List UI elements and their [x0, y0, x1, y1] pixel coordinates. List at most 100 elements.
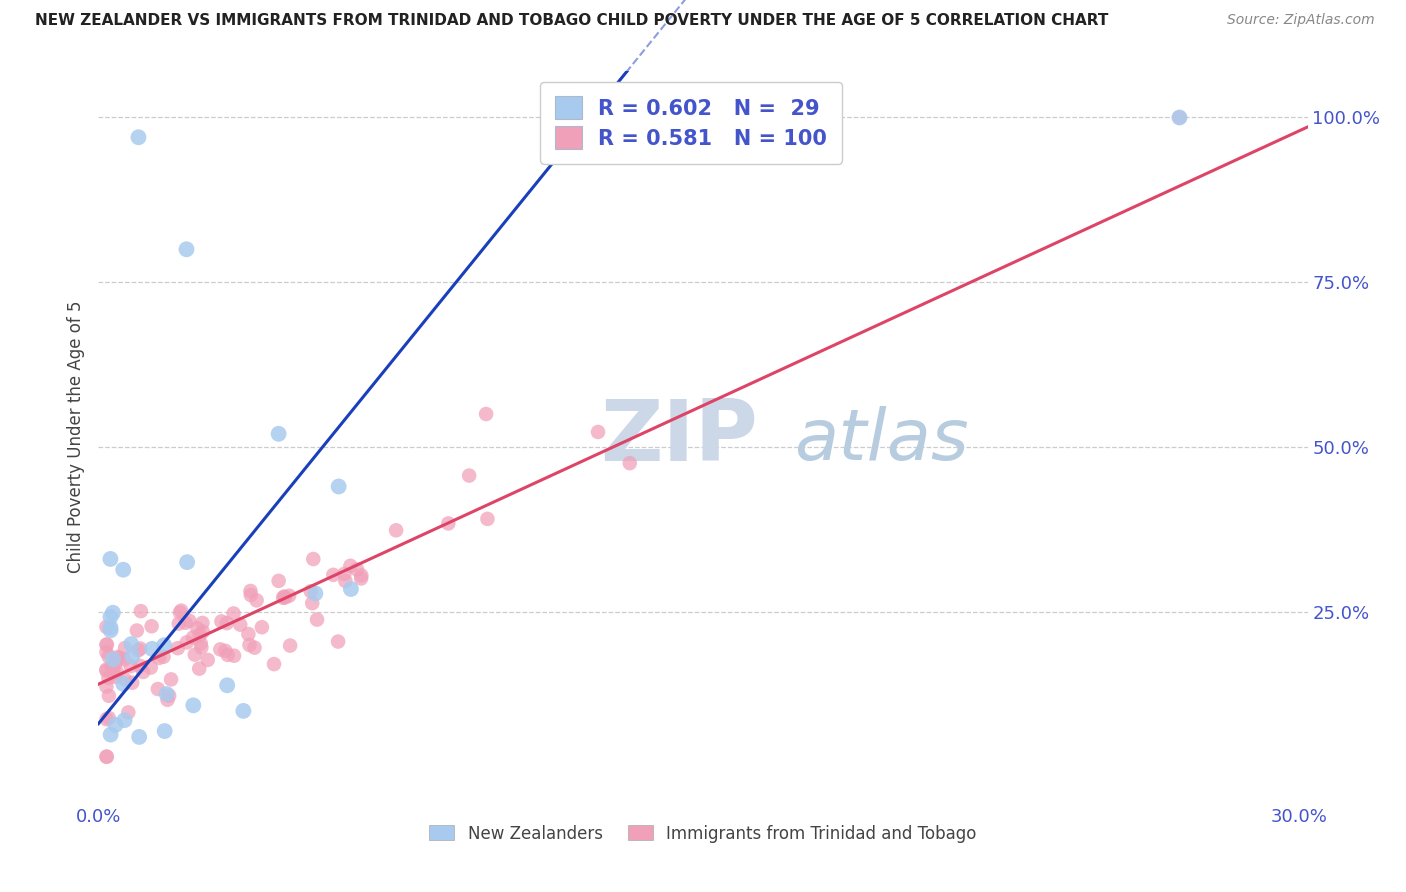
- Point: [104, 670, 127, 684]
- Point: [114, 673, 136, 687]
- Point: [191, 624, 214, 639]
- Point: [141, 619, 163, 633]
- Point: [167, 616, 190, 631]
- Text: NEW ZEALANDER VS IMMIGRANTS FROM TRINIDAD AND TOBAGO CHILD POVERTY UNDER THE AGE: NEW ZEALANDER VS IMMIGRANTS FROM TRINIDA…: [35, 13, 1108, 29]
- Point: [215, 616, 238, 631]
- Point: [100, 624, 122, 638]
- Point: [153, 724, 176, 739]
- Point: [97, 649, 120, 664]
- Point: [114, 640, 136, 655]
- Point: [214, 644, 236, 658]
- Point: [350, 572, 373, 586]
- Point: [146, 681, 169, 696]
- Point: [222, 607, 245, 621]
- Point: [103, 662, 125, 676]
- Point: [101, 659, 124, 673]
- Point: [132, 665, 155, 679]
- Point: [339, 558, 361, 573]
- Point: [152, 649, 174, 664]
- Point: [169, 606, 191, 620]
- Point: [96, 645, 118, 659]
- Point: [117, 706, 139, 720]
- Point: [100, 552, 122, 566]
- Point: [302, 552, 325, 566]
- Point: [160, 673, 183, 687]
- Point: [166, 641, 188, 656]
- Point: [100, 620, 122, 634]
- Point: [112, 563, 135, 577]
- Point: [148, 651, 170, 665]
- Point: [263, 657, 285, 672]
- Point: [191, 615, 214, 630]
- Point: [274, 591, 297, 605]
- Point: [350, 568, 373, 582]
- Point: [197, 653, 219, 667]
- Point: [153, 638, 176, 652]
- Point: [101, 652, 124, 666]
- Point: [179, 614, 201, 628]
- Point: [326, 634, 349, 648]
- Point: [108, 651, 131, 665]
- Point: [305, 613, 328, 627]
- Point: [96, 637, 118, 651]
- Point: [333, 566, 356, 581]
- Point: [184, 648, 207, 662]
- Point: [238, 627, 260, 641]
- Point: [190, 636, 212, 650]
- Point: [141, 641, 163, 656]
- Point: [586, 425, 609, 439]
- Point: [188, 628, 211, 642]
- Point: [104, 656, 127, 670]
- Point: [299, 584, 322, 599]
- Point: [304, 586, 326, 600]
- Point: [170, 604, 193, 618]
- Point: [100, 728, 122, 742]
- Point: [157, 689, 180, 703]
- Point: [107, 649, 129, 664]
- Point: [97, 671, 120, 685]
- Point: [475, 407, 498, 421]
- Point: [229, 617, 252, 632]
- Point: [188, 662, 211, 676]
- Point: [121, 675, 143, 690]
- Point: [217, 678, 239, 692]
- Point: [437, 516, 460, 531]
- Point: [127, 130, 149, 145]
- Point: [278, 639, 301, 653]
- Point: [120, 637, 142, 651]
- Point: [1168, 111, 1191, 125]
- Point: [97, 689, 120, 703]
- Point: [125, 624, 148, 638]
- Point: [217, 648, 239, 662]
- Point: [96, 638, 118, 652]
- Point: [176, 242, 198, 256]
- Point: [222, 648, 245, 663]
- Point: [267, 574, 290, 588]
- Point: [121, 649, 143, 664]
- Point: [239, 584, 262, 599]
- Point: [156, 687, 179, 701]
- Point: [97, 711, 120, 725]
- Point: [246, 593, 269, 607]
- Point: [209, 642, 232, 657]
- Point: [96, 620, 118, 634]
- Text: Source: ZipAtlas.com: Source: ZipAtlas.com: [1227, 13, 1375, 28]
- Point: [100, 610, 122, 624]
- Point: [209, 615, 232, 629]
- Point: [239, 588, 262, 602]
- Point: [112, 652, 135, 666]
- Y-axis label: Child Poverty Under the Age of 5: Child Poverty Under the Age of 5: [66, 301, 84, 574]
- Point: [120, 659, 142, 673]
- Point: [619, 456, 641, 470]
- Point: [96, 749, 118, 764]
- Point: [112, 677, 135, 691]
- Point: [322, 567, 344, 582]
- Point: [129, 604, 152, 618]
- Point: [96, 749, 118, 764]
- Point: [243, 640, 266, 655]
- Point: [181, 698, 204, 713]
- Point: [477, 512, 499, 526]
- Point: [105, 665, 128, 680]
- Legend: New Zealanders, Immigrants from Trinidad and Tobago: New Zealanders, Immigrants from Trinidad…: [423, 818, 983, 849]
- Point: [181, 631, 204, 645]
